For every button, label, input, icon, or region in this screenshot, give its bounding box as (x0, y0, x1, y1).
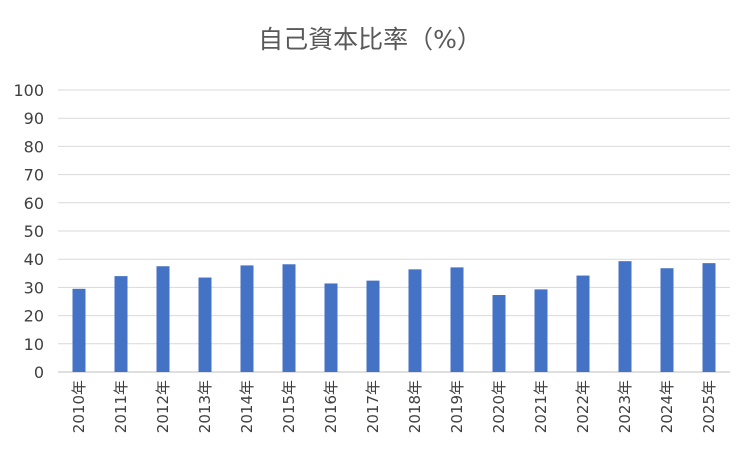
y-tick-label: 90 (24, 109, 44, 128)
y-tick-label: 0 (34, 363, 44, 382)
y-axis: 0 10 20 30 40 50 60 70 80 90 100 (13, 81, 44, 382)
bar (408, 269, 422, 372)
x-tick-label: 2020年 (490, 380, 508, 433)
gridlines (58, 89, 730, 373)
y-tick-label: 10 (24, 335, 44, 354)
bars (72, 261, 716, 372)
bar (72, 288, 86, 372)
x-tick-label: 2010年 (70, 380, 88, 433)
bar (324, 283, 338, 372)
x-tick-label: 2021年 (532, 380, 550, 433)
y-tick-label: 70 (24, 166, 44, 185)
bar (534, 289, 548, 372)
bar (450, 267, 464, 372)
bar (156, 266, 170, 372)
x-tick-label: 2024年 (658, 380, 676, 433)
x-tick-label: 2019年 (448, 380, 466, 433)
x-tick-label: 2015年 (280, 380, 298, 433)
x-tick-label: 2016年 (322, 380, 340, 433)
y-tick-label: 20 (24, 307, 44, 326)
x-tick-label: 2012年 (154, 380, 172, 433)
x-axis: 2010年 2011年 2012年 2013年 2014年 2015年 2016年 2017年… (70, 380, 718, 433)
bar (282, 264, 296, 372)
bar (492, 295, 506, 372)
bar (702, 263, 716, 372)
chart-title: 自己資本比率（%） (258, 25, 482, 54)
y-tick-label: 30 (24, 278, 44, 297)
bar (114, 276, 128, 372)
x-tick-label: 2017年 (364, 380, 382, 433)
bar (660, 268, 674, 372)
x-tick-label: 2018年 (406, 380, 424, 433)
bar (198, 277, 212, 372)
x-tick-label: 2025年 (700, 380, 718, 433)
y-tick-label: 40 (24, 250, 44, 269)
y-tick-label: 100 (13, 81, 44, 100)
bar (366, 280, 380, 372)
bar (618, 261, 632, 372)
x-tick-label: 2014年 (238, 380, 256, 433)
bar (576, 275, 590, 372)
y-tick-label: 50 (24, 222, 44, 241)
x-tick-label: 2011年 (112, 380, 130, 433)
bar (240, 265, 254, 372)
x-tick-label: 2023年 (616, 380, 634, 433)
y-tick-label: 60 (24, 194, 44, 213)
y-tick-label: 80 (24, 137, 44, 156)
x-tick-label: 2013年 (196, 380, 214, 433)
x-tick-label: 2022年 (574, 380, 592, 433)
